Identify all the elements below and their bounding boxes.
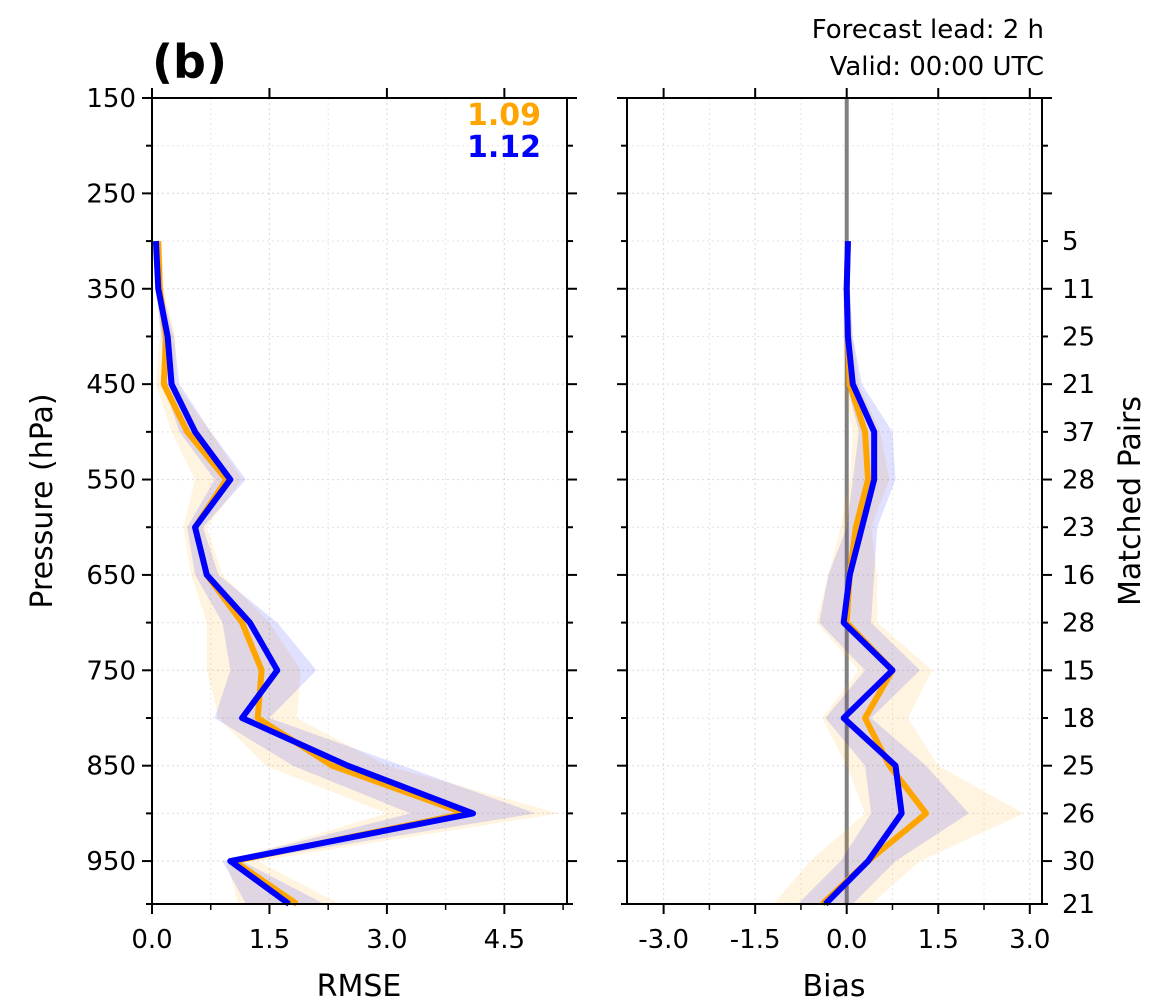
matched-pairs-label: 5 (1062, 227, 1079, 257)
x-tick-label: 1.5 (918, 925, 959, 955)
confidence-band (154, 241, 536, 905)
rmse-lines (152, 240, 477, 907)
matched-pairs-label: 11 (1062, 275, 1095, 305)
matched-pairs-label: 25 (1062, 322, 1095, 352)
pressure-tick-label: 650 (86, 561, 136, 591)
matched-pairs-label: 28 (1062, 466, 1095, 496)
matched-pairs-label: 25 (1062, 752, 1095, 782)
matched-pairs-label: 37 (1062, 418, 1095, 448)
matched-pairs-label: 26 (1062, 799, 1095, 829)
x-tick-label: -3.0 (638, 925, 689, 955)
bias-axes-frame (626, 97, 1043, 905)
confidence-band (155, 241, 560, 905)
x-tick-label: 3.0 (1009, 925, 1050, 955)
pressure-tick-label: 250 (86, 179, 136, 209)
x-tick-label: 1.5 (249, 925, 290, 955)
matched-pairs-label: 21 (1062, 370, 1095, 400)
pressure-tick-label: 150 (86, 84, 136, 114)
bias-ticks: -3.0 -1.5 0.0 1.5 3.0 5 11 25 21 37 28 23 16 28 15 18 25… (617, 88, 1095, 955)
confidence-band (773, 241, 1024, 905)
pressure-tick-label: 450 (86, 370, 136, 400)
x-tick-label: -1.5 (730, 925, 781, 955)
pressure-tick-label: 750 (86, 656, 136, 686)
rmse-summary-blue: 1.12 (467, 130, 541, 165)
rmse-xlabel: RMSE (317, 969, 402, 1004)
matched-pairs-label: 23 (1062, 513, 1095, 543)
rmse-panel: 0.0 1.5 3.0 4.5150250350450550650750850950 … (25, 84, 577, 1004)
matched-pairs-label: 21 (1062, 890, 1095, 920)
rmse-axes-frame (151, 97, 568, 905)
pressure-ylabel: Pressure (hPa) (25, 393, 60, 608)
x-tick-label: 0.0 (131, 925, 172, 955)
series-line (823, 241, 905, 907)
x-tick-label: 0.0 (826, 925, 867, 955)
rmse-gridlines (151, 97, 567, 905)
bias-xlabel: Bias (803, 969, 866, 1004)
rmse-ticks: 0.0 1.5 3.0 4.5 150 250 350 450 550 650 750 850 950 (86, 84, 577, 955)
bias-panel: -3.0 -1.5 0.0 1.5 3.0 5 11 25 21 37 28 23 16 28 15 18 25… (617, 88, 1148, 1004)
matched-pairs-label: 16 (1062, 561, 1095, 591)
confidence-band (797, 241, 969, 905)
matched-pairs-label: 18 (1062, 704, 1095, 734)
bias-gridlines (627, 97, 1042, 905)
matched-pairs-ylabel: Matched Pairs (1113, 396, 1148, 606)
forecast-lead-label: Forecast lead: 2 h (812, 15, 1044, 45)
pressure-tick-label: 850 (86, 752, 136, 782)
rmse-confidence-bands (154, 241, 560, 905)
x-tick-label: 3.0 (366, 925, 407, 955)
valid-time-label: Valid: 00:00 UTC (830, 52, 1044, 82)
matched-pairs-label: 30 (1062, 847, 1095, 877)
pressure-tick-label: 550 (86, 466, 136, 496)
rmse-summary-orange: 1.09 (467, 98, 541, 133)
pressure-tick-label: 350 (86, 275, 136, 305)
series-line (152, 240, 477, 907)
matched-pairs-label: 15 (1062, 656, 1095, 686)
panel-label: (b) (152, 35, 227, 89)
bias-lines (820, 241, 930, 907)
x-tick-label: 4.5 (484, 925, 525, 955)
pressure-tick-label: 950 (86, 847, 136, 877)
matched-pairs-label: 28 (1062, 609, 1095, 639)
bias-confidence-bands (773, 241, 1024, 905)
